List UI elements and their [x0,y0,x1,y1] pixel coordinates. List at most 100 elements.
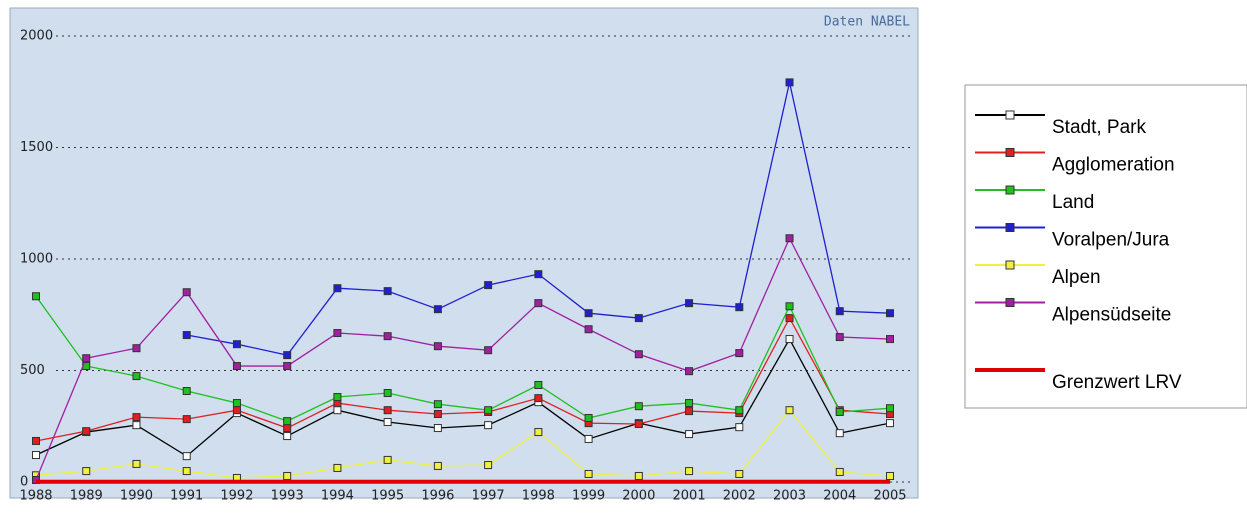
legend-marker [1005,223,1015,232]
data-point [685,430,694,439]
legend-label: Voralpen/Jura [1052,230,1170,251]
x-tick-label: 1991 [170,489,203,504]
data-point [283,471,292,480]
legend-label: Grenzwert LRV [1052,372,1182,393]
series-line [35,409,891,479]
legend-label: Land [1052,192,1094,213]
data-point [383,406,392,415]
data-point [132,344,141,353]
data-point [383,332,392,341]
data-point [634,314,643,323]
data-point [886,335,894,344]
data-point [735,406,744,415]
data-point [433,400,442,409]
series-line [35,295,891,422]
data-point [32,292,40,301]
data-point [685,399,694,408]
data-point [584,413,593,422]
data-point [132,413,141,422]
data-point [383,455,392,464]
y-tick-label: 1000 [20,252,53,267]
data-point [735,303,744,312]
data-point [333,393,342,402]
data-point [634,402,643,411]
legend-label: Agglomeration [1052,155,1175,176]
series-line [35,337,891,457]
data-point [433,305,442,314]
data-point [383,389,392,398]
data-point [484,346,493,355]
data-point [132,421,141,430]
data-point [584,309,593,318]
legend-label: Alpensüdseite [1052,305,1171,326]
legend-label: Alpen [1052,267,1101,288]
data-point [32,436,40,445]
data-point [886,419,894,428]
data-point [82,467,91,476]
legend-marker [1005,110,1015,120]
data-point [32,451,40,460]
data-point [835,307,844,316]
data-point [283,417,292,426]
data-point [433,461,442,470]
data-point [634,350,643,359]
data-point [383,418,392,427]
data-point [484,281,493,290]
x-tick-label: 2004 [823,489,856,504]
data-point [685,467,694,476]
data-point [283,362,292,371]
y-tick-label: 500 [20,363,45,378]
x-tick-label: 2003 [773,489,806,504]
series-line [35,236,891,481]
data-point [383,287,392,296]
y-tick-label: 1500 [20,140,53,155]
x-tick-label: 1998 [522,489,555,504]
data-point [584,434,593,443]
annotation: Daten NABEL [824,15,910,30]
data-point [433,424,442,433]
data-point [232,362,241,371]
data-point [232,340,241,349]
data-point [835,333,844,342]
data-point [835,467,844,476]
plot-background [9,7,919,499]
x-tick-label: 1994 [321,489,354,504]
x-tick-label: 1999 [572,489,605,504]
data-point [433,409,442,418]
data-point [785,234,794,243]
series-line [35,316,891,442]
x-tick-label: 2001 [673,489,706,504]
data-point [735,469,744,478]
x-tick-label: 2000 [622,489,655,504]
x-tick-label: 1995 [371,489,404,504]
data-point [886,404,894,413]
legend-marker [1005,298,1015,307]
data-point [283,351,292,360]
data-point [785,78,794,87]
data-point [835,429,844,438]
y-tick-label: 0 [20,475,28,490]
data-point [785,335,794,344]
data-point [634,471,643,480]
data-point [232,406,241,415]
data-point [634,420,643,429]
data-point [584,469,593,478]
data-point [886,471,894,480]
data-point [182,331,191,340]
data-point [785,314,794,323]
data-point [132,372,141,381]
data-point [685,299,694,308]
x-tick-label: 1992 [220,489,253,504]
data-point [785,406,794,415]
data-point [283,424,292,433]
data-point [132,459,141,468]
data-point [182,452,191,461]
x-tick-label: 2005 [873,489,906,504]
data-point [333,329,342,338]
legend-marker [1005,260,1015,270]
data-point [534,299,543,308]
data-point [835,407,844,416]
data-point [735,349,744,358]
data-point [182,387,191,396]
